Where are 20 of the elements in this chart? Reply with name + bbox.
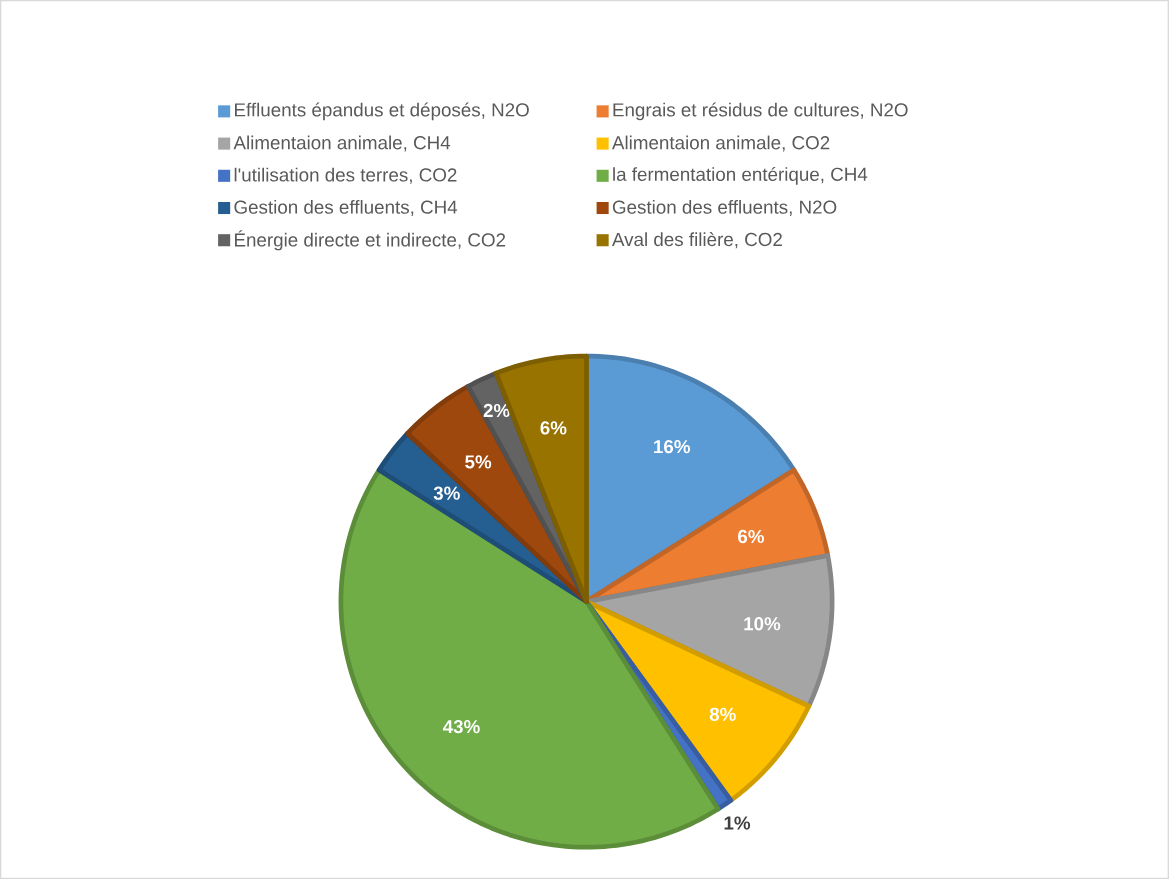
legend-label: Effluents épandus et déposés, N2O <box>235 102 529 121</box>
data-label: 5% <box>465 455 492 469</box>
data-label: 1% <box>724 816 751 830</box>
legend-label: Alimentaion animale, CO2 <box>611 135 830 152</box>
data-label: 6% <box>738 529 765 544</box>
legend-label: Gestion des effluents, CH4 <box>234 199 458 216</box>
legend-label: la fermentation entérique, CH4 <box>613 166 868 185</box>
data-label: 2% <box>483 403 510 418</box>
data-label: 10% <box>744 617 781 631</box>
data-label: 8% <box>709 707 736 721</box>
legend-label: l'utilisation des terres, CO2 <box>234 167 457 184</box>
data-label: 43% <box>442 719 480 734</box>
legend-label: Engrais et résidus de cultures, N2O <box>613 102 908 121</box>
legend-label: Gestion des effluents, N2O <box>612 199 837 216</box>
data-label: 3% <box>433 486 460 500</box>
legend-label: Alimentaion animale, CH4 <box>233 135 451 152</box>
legend-label: Aval des filière, CO2 <box>611 232 782 249</box>
legend-label: Énergie directe et indirecte, CO2 <box>235 230 506 251</box>
data-label: 6% <box>540 421 567 435</box>
data-label: 16% <box>654 439 691 454</box>
